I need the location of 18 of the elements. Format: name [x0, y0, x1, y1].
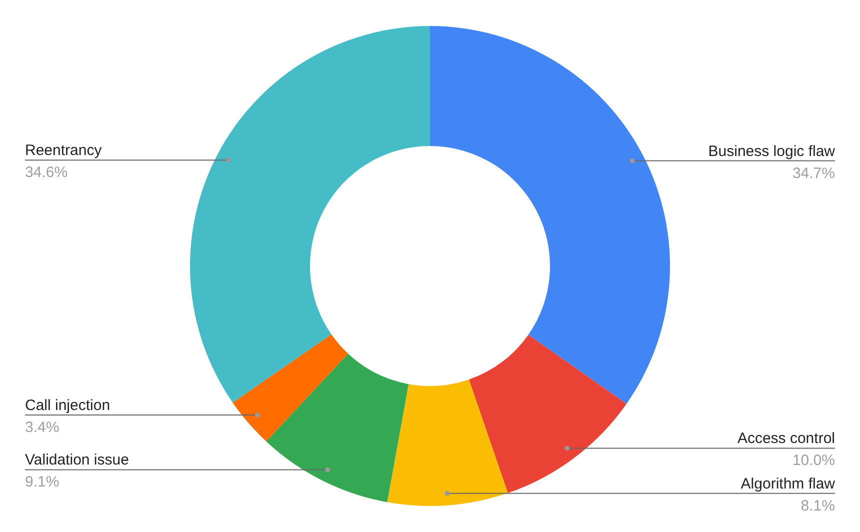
donut-slice [468, 334, 626, 494]
slice-label: Reentrancy [25, 142, 102, 160]
data-label: 34.6% [25, 164, 68, 182]
donut-slice [266, 354, 409, 502]
donut-slice [387, 380, 508, 506]
donut-slice [430, 26, 670, 404]
slice-label: Business logic flaw [708, 142, 836, 160]
slice-label: Validation issue [25, 452, 129, 469]
slice-label: Access control [737, 430, 835, 448]
data-label: 3.4% [25, 419, 60, 436]
data-label: 9.1% [25, 474, 60, 491]
slice-label: Call injection [25, 397, 110, 414]
data-label: 10.0% [792, 452, 835, 470]
slice-label: Algorithm flaw [740, 475, 836, 492]
donut-slice [232, 334, 348, 442]
data-label: 34.7% [792, 164, 835, 182]
data-label: 8.1% [800, 497, 835, 514]
donut-slice [190, 26, 430, 403]
